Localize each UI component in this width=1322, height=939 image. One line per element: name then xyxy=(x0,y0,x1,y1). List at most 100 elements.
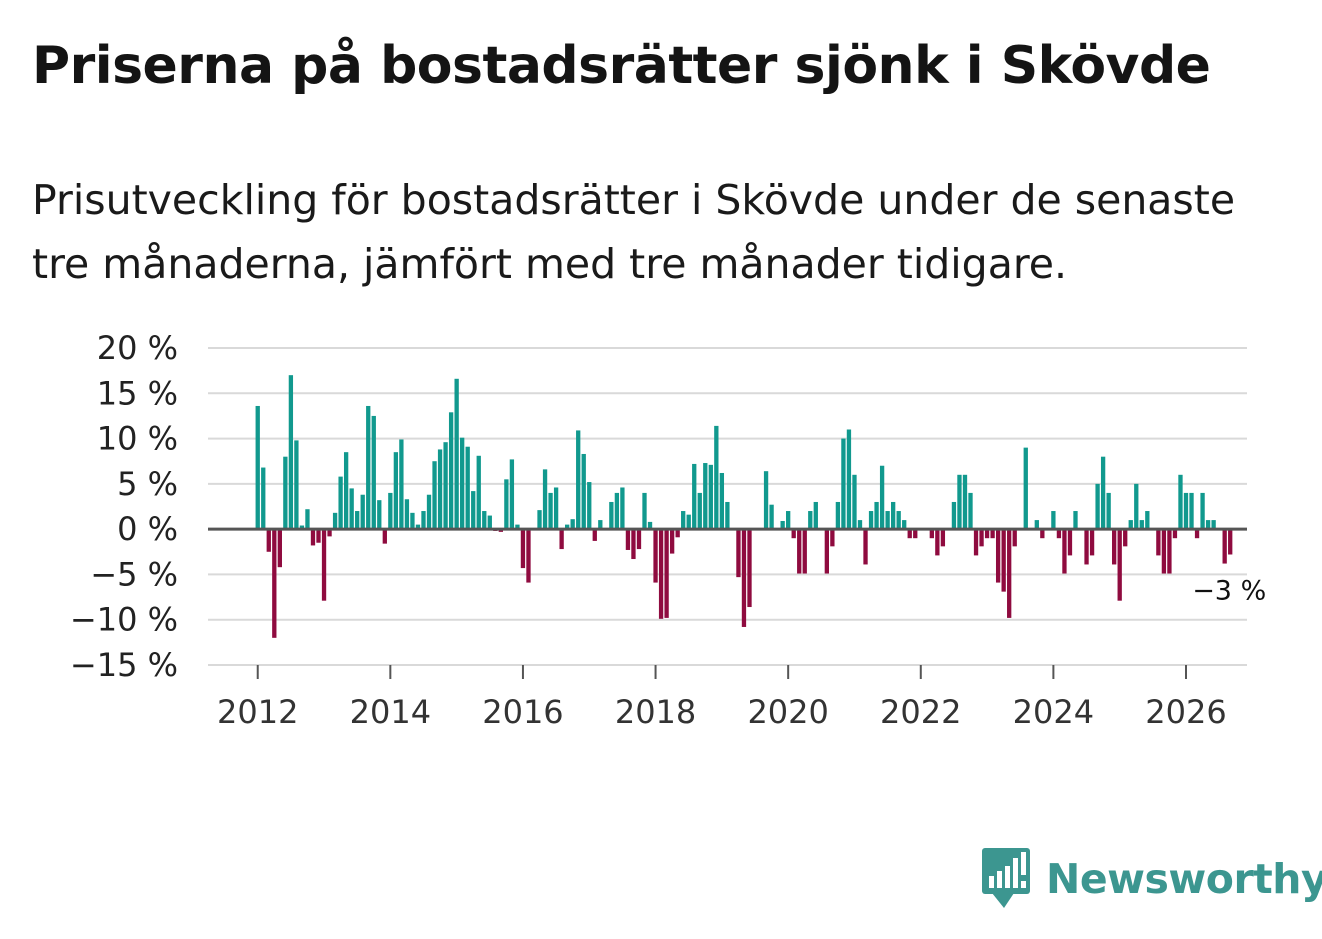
bar xyxy=(609,501,614,530)
bar xyxy=(653,529,658,583)
bar xyxy=(570,519,575,530)
bar xyxy=(1183,492,1189,530)
x-tick-label: 2024 xyxy=(1013,693,1094,731)
bar xyxy=(857,520,863,530)
bar xyxy=(797,529,802,574)
bar xyxy=(437,449,443,530)
bar xyxy=(476,455,481,530)
chart-title: Priserna på bostadsrätter sjönk i Skövde xyxy=(32,36,1211,96)
bar xyxy=(1189,492,1194,530)
bar xyxy=(460,437,465,530)
bar xyxy=(448,412,454,530)
bar xyxy=(1100,456,1106,530)
bar xyxy=(1073,511,1078,530)
bar xyxy=(410,512,415,530)
bar xyxy=(990,529,995,539)
bar xyxy=(415,524,421,530)
bar xyxy=(962,474,968,530)
bar xyxy=(686,514,691,530)
bar xyxy=(277,529,282,568)
bar xyxy=(664,529,669,618)
bar xyxy=(719,472,725,530)
bar xyxy=(393,452,399,530)
bar xyxy=(973,529,979,556)
bar xyxy=(266,529,271,552)
bar xyxy=(1084,529,1089,565)
bar xyxy=(951,501,957,530)
bar xyxy=(940,529,946,547)
bar xyxy=(1167,529,1172,574)
bar xyxy=(1228,529,1233,555)
bar xyxy=(913,529,918,539)
bar xyxy=(454,378,459,530)
bar xyxy=(432,461,437,530)
newsworthy-logo[interactable]: Newsworthy xyxy=(982,848,1322,910)
bar xyxy=(1200,492,1205,530)
y-tick-label: −5 % xyxy=(90,555,178,593)
bar xyxy=(1211,520,1216,530)
bar xyxy=(371,415,376,530)
y-tick-label: 10 % xyxy=(97,420,178,458)
bar xyxy=(763,471,769,530)
bar xyxy=(587,482,592,530)
bar xyxy=(675,529,680,538)
bar xyxy=(559,529,564,550)
bar xyxy=(830,529,835,547)
y-tick-label: −15 % xyxy=(70,646,178,684)
newsworthy-logo-icon xyxy=(982,848,1030,908)
brand-name: Newsworthy xyxy=(1046,855,1322,903)
bar xyxy=(1062,529,1067,574)
bar xyxy=(802,529,807,574)
bar xyxy=(1051,511,1056,530)
bar xyxy=(299,525,305,530)
bar xyxy=(288,375,294,530)
bar xyxy=(835,501,841,530)
bar xyxy=(294,440,299,530)
bar xyxy=(984,529,990,539)
bar xyxy=(879,465,885,530)
y-tick-label: 0 % xyxy=(117,510,178,548)
bar xyxy=(935,529,940,556)
bar xyxy=(272,529,277,638)
bar xyxy=(891,501,896,530)
bar xyxy=(896,511,901,530)
bar xyxy=(885,511,890,530)
bar xyxy=(741,529,747,627)
bar xyxy=(355,511,360,530)
bar xyxy=(1222,529,1227,564)
bar xyxy=(636,529,642,550)
bar xyxy=(343,452,349,530)
bar xyxy=(426,494,432,530)
bar xyxy=(1023,447,1028,530)
bar xyxy=(1145,511,1150,530)
bar xyxy=(509,459,515,530)
bar xyxy=(1007,529,1012,618)
chart-subtitle: Prisutveckling för bostadsrätter i Skövd… xyxy=(32,176,1236,288)
grid-lines xyxy=(208,347,1247,666)
bar xyxy=(283,456,288,530)
bar xyxy=(1134,483,1139,530)
bar xyxy=(852,474,857,530)
bar xyxy=(515,524,520,530)
bar xyxy=(968,492,973,530)
bar xyxy=(1034,520,1039,530)
bar xyxy=(1106,492,1111,530)
bar xyxy=(443,442,448,530)
bar-chart: 20 %15 %10 %5 %0 %−5 %−10 %−15 % 2012 201… xyxy=(70,329,1266,731)
bar xyxy=(360,494,365,530)
bar xyxy=(846,429,852,530)
last-value-label: −3 % xyxy=(1192,575,1266,606)
x-axis-ticks: 2012 2014 2016 2018 2020 2022 2024 2026 xyxy=(217,665,1227,731)
bar xyxy=(316,529,321,543)
bar xyxy=(725,501,730,530)
bar xyxy=(255,405,260,530)
bar xyxy=(520,529,526,569)
x-tick-label: 2012 xyxy=(217,693,298,731)
x-tick-label: 2014 xyxy=(350,693,431,731)
bar xyxy=(1128,520,1133,530)
bar xyxy=(808,511,813,530)
bar xyxy=(1178,474,1183,530)
bar xyxy=(631,529,636,560)
bar xyxy=(526,529,531,583)
bar xyxy=(1001,529,1006,592)
